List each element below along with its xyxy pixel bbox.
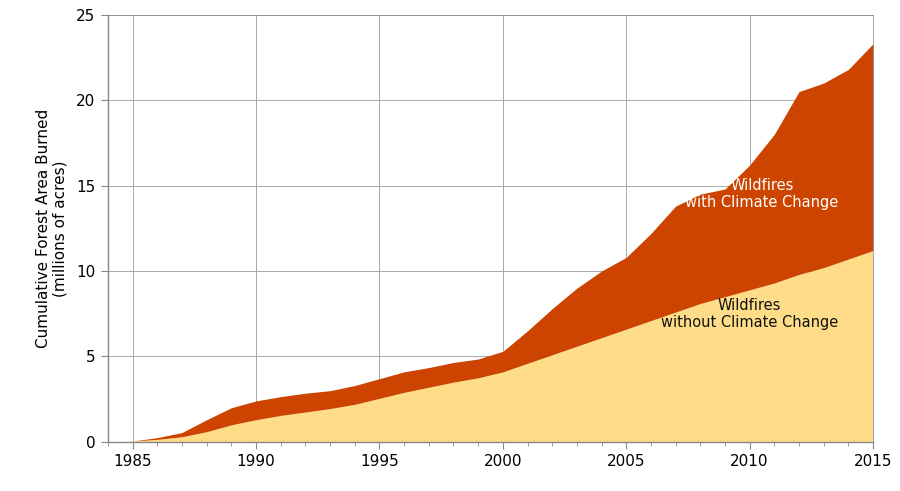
Y-axis label: Cumulative Forest Area Burned
(millions of acres): Cumulative Forest Area Burned (millions … xyxy=(35,109,68,348)
Text: Wildfires
with Climate Change: Wildfires with Climate Change xyxy=(685,178,839,210)
Text: Wildfires
without Climate Change: Wildfires without Climate Change xyxy=(661,298,838,330)
